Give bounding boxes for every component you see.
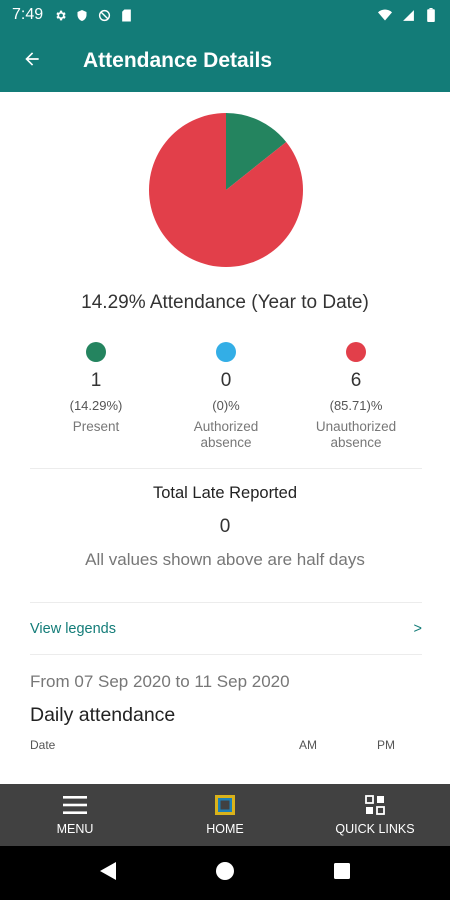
date-range: From 07 Sep 2020 to 11 Sep 2020 bbox=[30, 672, 290, 691]
nav-home-label: HOME bbox=[206, 822, 244, 836]
hamburger-menu-icon bbox=[63, 794, 87, 816]
pie-svg bbox=[149, 113, 303, 267]
column-header-pm: PM bbox=[377, 738, 395, 752]
nav-quick-links[interactable]: QUICK LINKS bbox=[300, 784, 450, 846]
data-saver-icon bbox=[97, 8, 111, 22]
present-label: Present bbox=[72, 419, 120, 434]
attendance-pie-chart bbox=[148, 112, 304, 268]
pie-slice-unauthorized-absence bbox=[149, 113, 303, 267]
daily-attendance-title: Daily attendance bbox=[30, 704, 176, 726]
authorized-label-line1: Authorized bbox=[193, 419, 259, 434]
signal-icon bbox=[401, 8, 415, 22]
present-dot bbox=[86, 342, 106, 362]
divider bbox=[30, 654, 422, 655]
system-back-button[interactable] bbox=[88, 853, 128, 893]
stat-present: 1 (14.29%) Present bbox=[31, 342, 161, 435]
late-value: 0 bbox=[219, 516, 231, 537]
unauthorized-percent: (85.71)% bbox=[329, 398, 383, 413]
half-days-note: All values shown above are half days bbox=[85, 550, 365, 569]
present-percent: (14.29%) bbox=[69, 398, 123, 413]
authorized-label-line2: absence bbox=[200, 435, 252, 450]
system-recents-button[interactable] bbox=[322, 853, 362, 893]
unauthorized-label-line1: Unauthorized bbox=[315, 419, 397, 434]
view-legends-label: View legends bbox=[30, 621, 116, 637]
authorized-count: 0 bbox=[220, 370, 232, 391]
gear-icon bbox=[53, 8, 67, 22]
back-button[interactable] bbox=[0, 30, 64, 92]
chevron-right-icon: > bbox=[413, 621, 422, 637]
system-home-button[interactable] bbox=[205, 853, 245, 893]
system-nav-bar bbox=[0, 846, 450, 900]
stat-authorized: 0 (0)% Authorized absence bbox=[161, 342, 291, 451]
nav-home[interactable]: HOME bbox=[150, 784, 300, 846]
divider bbox=[30, 602, 422, 603]
nav-menu-label: MENU bbox=[56, 822, 94, 836]
authorized-percent: (0)% bbox=[212, 398, 240, 413]
bottom-nav: MENU HOME QUICK LINKS bbox=[0, 784, 450, 846]
stat-unauthorized: 6 (85.71)% Unauthorized absence bbox=[291, 342, 421, 451]
page-title: Attendance Details bbox=[83, 49, 273, 72]
back-triangle-icon bbox=[100, 861, 117, 885]
status-time: 7:49 bbox=[12, 6, 44, 23]
arrow-left-icon bbox=[22, 49, 42, 74]
authorized-label: Authorized absence bbox=[161, 419, 291, 451]
authorized-dot bbox=[216, 342, 236, 362]
unauthorized-label: Unauthorized absence bbox=[291, 419, 421, 451]
late-title: Total Late Reported bbox=[152, 484, 297, 502]
unauthorized-dot bbox=[346, 342, 366, 362]
column-header-date: Date bbox=[30, 738, 56, 752]
unauthorized-count: 6 bbox=[350, 370, 362, 391]
grid-icon bbox=[365, 794, 385, 816]
pie-slice-present bbox=[226, 113, 287, 190]
status-bar: 7:49 bbox=[0, 0, 450, 30]
recents-square-icon bbox=[333, 862, 350, 884]
unauthorized-label-line2: absence bbox=[330, 435, 382, 450]
view-legends-link[interactable]: View legends > bbox=[30, 604, 422, 654]
present-count: 1 bbox=[90, 370, 102, 391]
wifi-icon bbox=[378, 8, 392, 22]
home-circle-icon bbox=[215, 861, 234, 885]
nav-quick-links-label: QUICK LINKS bbox=[335, 822, 415, 836]
shield-icon bbox=[75, 8, 89, 22]
battery-icon bbox=[424, 8, 438, 22]
app-bar: Attendance Details bbox=[0, 30, 450, 92]
nav-menu[interactable]: MENU bbox=[0, 784, 150, 846]
divider bbox=[30, 468, 422, 469]
status-icons-left bbox=[53, 8, 133, 22]
column-header-am: AM bbox=[299, 738, 317, 752]
attendance-content[interactable]: 14.29% Attendance (Year to Date) 1 (14.2… bbox=[0, 92, 450, 784]
status-icons-right bbox=[378, 8, 438, 22]
home-square-icon bbox=[215, 794, 235, 816]
sim-card-icon bbox=[119, 8, 133, 22]
attendance-stats: 1 (14.29%) Present 0 (0)% Authorized abs… bbox=[0, 342, 450, 457]
attendance-summary: 14.29% Attendance (Year to Date) bbox=[81, 292, 369, 313]
